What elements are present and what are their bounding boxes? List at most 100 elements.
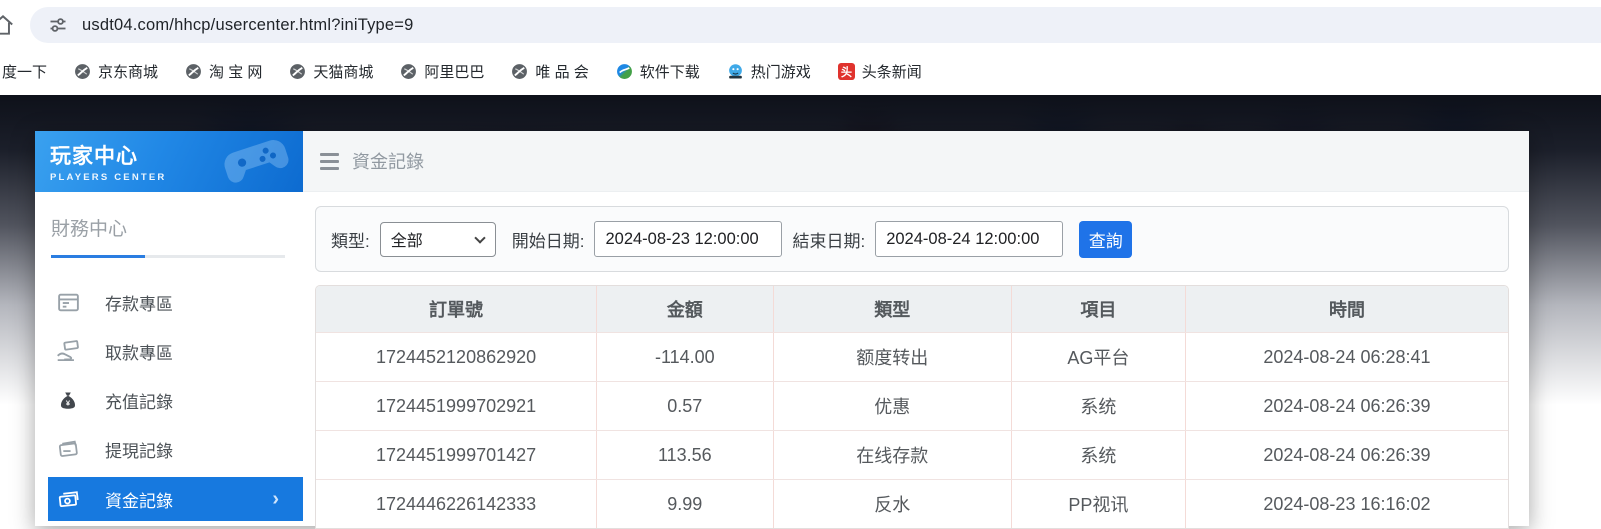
gamepad-icon <box>224 140 289 183</box>
globe-icon <box>400 63 417 80</box>
cell-type: 反水 <box>772 480 1011 528</box>
bookmark-label: 头条新闻 <box>861 64 922 81</box>
bookmark-label: 热门游戏 <box>750 64 811 81</box>
sidebar-item[interactable]: 存款專區 <box>35 278 303 327</box>
cell-type: 在线存款 <box>772 431 1011 479</box>
sidebar-header: 玩家中心 PLAYERS CENTER <box>35 131 303 192</box>
cell-item: 系统 <box>1010 382 1185 430</box>
table-row: 1724446226142333 9.99 反水 PP视讯 2024-08-23… <box>316 479 1508 528</box>
bookmark-item[interactable]: 阿里巴巴 <box>400 61 484 82</box>
globe-icon <box>289 63 306 80</box>
cell-amount: 9.99 <box>596 480 772 528</box>
news-icon: 头 <box>837 63 855 80</box>
user-center-panel: 玩家中心 PLAYERS CENTER 財務中心 存款專區 取款專區 <box>35 131 1529 529</box>
sidebar-item-label: 取款專區 <box>105 344 173 363</box>
page-title: 資金記錄 <box>352 152 424 172</box>
chevron-right-icon: › <box>272 487 279 510</box>
table-header-cell: 類型 <box>772 286 1011 332</box>
cell-order-number: 1724452120862920 <box>375 346 537 367</box>
section-divider <box>51 255 285 258</box>
table-header-cell: 項目 <box>1010 286 1185 332</box>
type-select[interactable]: 全部 <box>379 221 496 257</box>
cell-time: 2024-08-24 06:26:39 <box>1184 382 1508 430</box>
end-date-label: 結束日期: <box>792 231 866 251</box>
main-header: 資金記錄 <box>303 131 1529 192</box>
sidebar-item-label: 充值記錄 <box>105 393 173 412</box>
bookmark-item[interactable]: 头 头条新闻 <box>837 61 922 82</box>
globe-icon <box>511 63 528 80</box>
bookmark-label: 京东商城 <box>98 64 159 81</box>
cell-order-number: 1724451999701427 <box>375 444 537 465</box>
address-bar[interactable]: usdt04.com/hhcp/usercenter.html?iniType=… <box>30 7 1601 43</box>
home-icon[interactable] <box>0 12 16 38</box>
cell-item: AG平台 <box>1010 333 1185 381</box>
cell-amount: 113.56 <box>596 431 772 479</box>
sidebar-item-label: 存款專區 <box>105 295 173 314</box>
bookmark-item[interactable]: 淘 宝 网 <box>185 61 262 82</box>
bookmark-item[interactable]: 天猫商城 <box>289 61 373 82</box>
bookmark-item[interactable]: 度一下 <box>2 61 47 82</box>
globe-icon <box>74 63 91 80</box>
table-header-cell: 金額 <box>596 286 772 332</box>
bookmark-item[interactable]: 京东商城 <box>74 61 158 82</box>
bookmark-item[interactable]: 唯 品 会 <box>511 61 589 82</box>
table-row: 1724451999701427 113.56 在线存款 系统 2024-08-… <box>316 430 1508 479</box>
deposit-icon <box>55 290 81 316</box>
table-row: 1724452120862920 -114.00 额度转出 AG平台 2024-… <box>316 332 1508 381</box>
bookmark-label: 天猫商城 <box>313 64 374 81</box>
svg-text:头: 头 <box>841 65 852 79</box>
bookmark-item[interactable]: 热门游戏 <box>727 61 811 82</box>
players-center-subtitle: PLAYERS CENTER <box>50 172 167 183</box>
search-button[interactable]: 查詢 <box>1079 220 1133 258</box>
site-settings-tune-icon[interactable] <box>48 15 68 35</box>
bookmark-label: 淘 宝 网 <box>209 64 263 81</box>
cell-time: 2024-08-24 06:28:41 <box>1184 333 1508 381</box>
cell-type: 优惠 <box>772 382 1011 430</box>
sidebar-menu: 存款專區 取款專區 ¥ 充值記錄 提現記錄 <box>35 278 303 521</box>
withdraw-icon <box>55 339 81 365</box>
cell-item: 系统 <box>1010 431 1185 479</box>
bookmark-label: 软件下载 <box>639 64 700 81</box>
globe-icon <box>185 63 202 80</box>
sidebar-item-label: 提現記錄 <box>105 442 173 461</box>
sidebar-item[interactable]: 提現記錄 <box>35 425 303 474</box>
sidebar-item[interactable]: 取款專區 <box>35 327 303 376</box>
svg-text:¥: ¥ <box>66 398 71 407</box>
table-row: 1724451999702921 0.57 优惠 系统 2024-08-24 0… <box>316 381 1508 430</box>
main-content: 資金記錄 類型: 全部 開始日期: 結束日期: 查詢 訂單號 <box>303 131 1529 529</box>
bookmarks-bar: 度一下 京东商城 淘 宝 网 天猫商城 阿里巴巴 唯 品 会 软件下载 <box>0 48 1601 95</box>
content-area: 類型: 全部 開始日期: 結束日期: 查詢 訂單號 金額 <box>303 192 1529 529</box>
cell-amount: -114.00 <box>596 333 772 381</box>
start-date-input[interactable] <box>594 221 783 257</box>
chevron-down-icon <box>474 231 486 244</box>
end-date-input[interactable] <box>875 221 1064 257</box>
sidebar: 玩家中心 PLAYERS CENTER 財務中心 存款專區 取款專區 <box>35 131 303 526</box>
sidebar-item[interactable]: 資金記錄 › <box>48 477 303 521</box>
bookmark-label: 度一下 <box>2 64 48 81</box>
finance-section: 財務中心 <box>35 192 303 258</box>
recharge-icon: ¥ <box>55 388 81 414</box>
filter-bar: 類型: 全部 開始日期: 結束日期: 查詢 <box>315 206 1509 272</box>
cell-time: 2024-08-24 06:26:39 <box>1184 431 1508 479</box>
cell-order-number: 1724451999702921 <box>375 395 537 416</box>
players-center-title: 玩家中心 <box>50 145 138 168</box>
table-body: 1724452120862920 -114.00 额度转出 AG平台 2024-… <box>316 332 1508 528</box>
cell-amount: 0.57 <box>596 382 772 430</box>
bookmark-label: 唯 品 会 <box>535 64 589 81</box>
cell-type: 额度转出 <box>772 333 1011 381</box>
menu-toggle-icon[interactable] <box>320 152 339 170</box>
table-header-row: 訂單號 金額 類型 項目 時間 <box>316 286 1508 332</box>
sidebar-item[interactable]: ¥ 充值記錄 <box>35 376 303 425</box>
game-icon <box>727 63 744 80</box>
download-icon <box>616 63 633 80</box>
start-date-label: 開始日期: <box>511 231 585 251</box>
bookmark-item[interactable]: 软件下载 <box>616 61 700 82</box>
type-select-value: 全部 <box>390 233 423 250</box>
funds-icon <box>55 486 81 512</box>
table-header-cell: 訂單號 <box>429 300 484 320</box>
cell-time: 2024-08-23 16:16:02 <box>1184 480 1508 528</box>
url-text[interactable]: usdt04.com/hhcp/usercenter.html?iniType=… <box>82 15 414 34</box>
browser-toolbar: usdt04.com/hhcp/usercenter.html?iniType=… <box>0 0 1601 48</box>
cell-item: PP视讯 <box>1010 480 1185 528</box>
type-label: 類型: <box>331 231 370 251</box>
